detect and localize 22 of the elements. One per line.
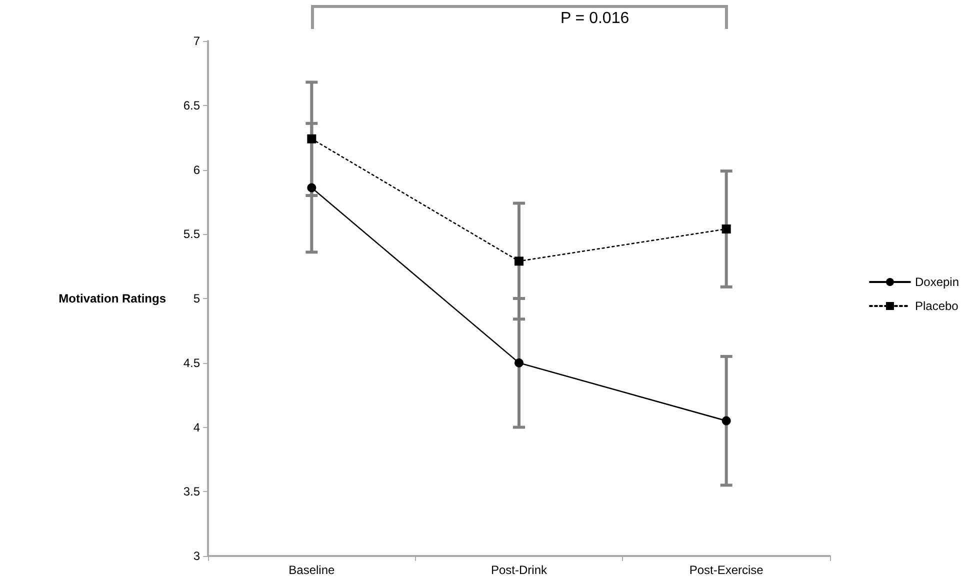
text: P = 0.016 bbox=[560, 10, 630, 28]
point bbox=[307, 134, 316, 144]
y-tick-label: 4 bbox=[193, 420, 200, 434]
y-tick-label: 6 bbox=[193, 162, 200, 177]
y-tick-label: 6.5 bbox=[183, 98, 200, 112]
y-tick-label: 3.5 bbox=[183, 484, 200, 499]
point bbox=[307, 183, 316, 192]
y-tick-label: 5 bbox=[193, 292, 200, 306]
y-axis-title: Motivation Ratings bbox=[58, 292, 166, 306]
point bbox=[722, 224, 731, 234]
x-tick-label: Post-Exercise bbox=[689, 563, 764, 577]
y-tick-label: 4.5 bbox=[183, 356, 200, 370]
y-tick-label: 5.5 bbox=[183, 227, 200, 242]
point bbox=[514, 256, 524, 266]
y-tick-label: 7 bbox=[193, 34, 200, 48]
y-tick-label: 3 bbox=[193, 549, 200, 563]
x-tick-label: Baseline bbox=[288, 563, 336, 577]
point bbox=[514, 358, 524, 368]
legend-label: Placebo bbox=[914, 299, 959, 313]
x-tick-label: Post-Drink bbox=[490, 563, 548, 577]
legend-label: Doxepin bbox=[914, 275, 960, 289]
point bbox=[722, 416, 731, 426]
